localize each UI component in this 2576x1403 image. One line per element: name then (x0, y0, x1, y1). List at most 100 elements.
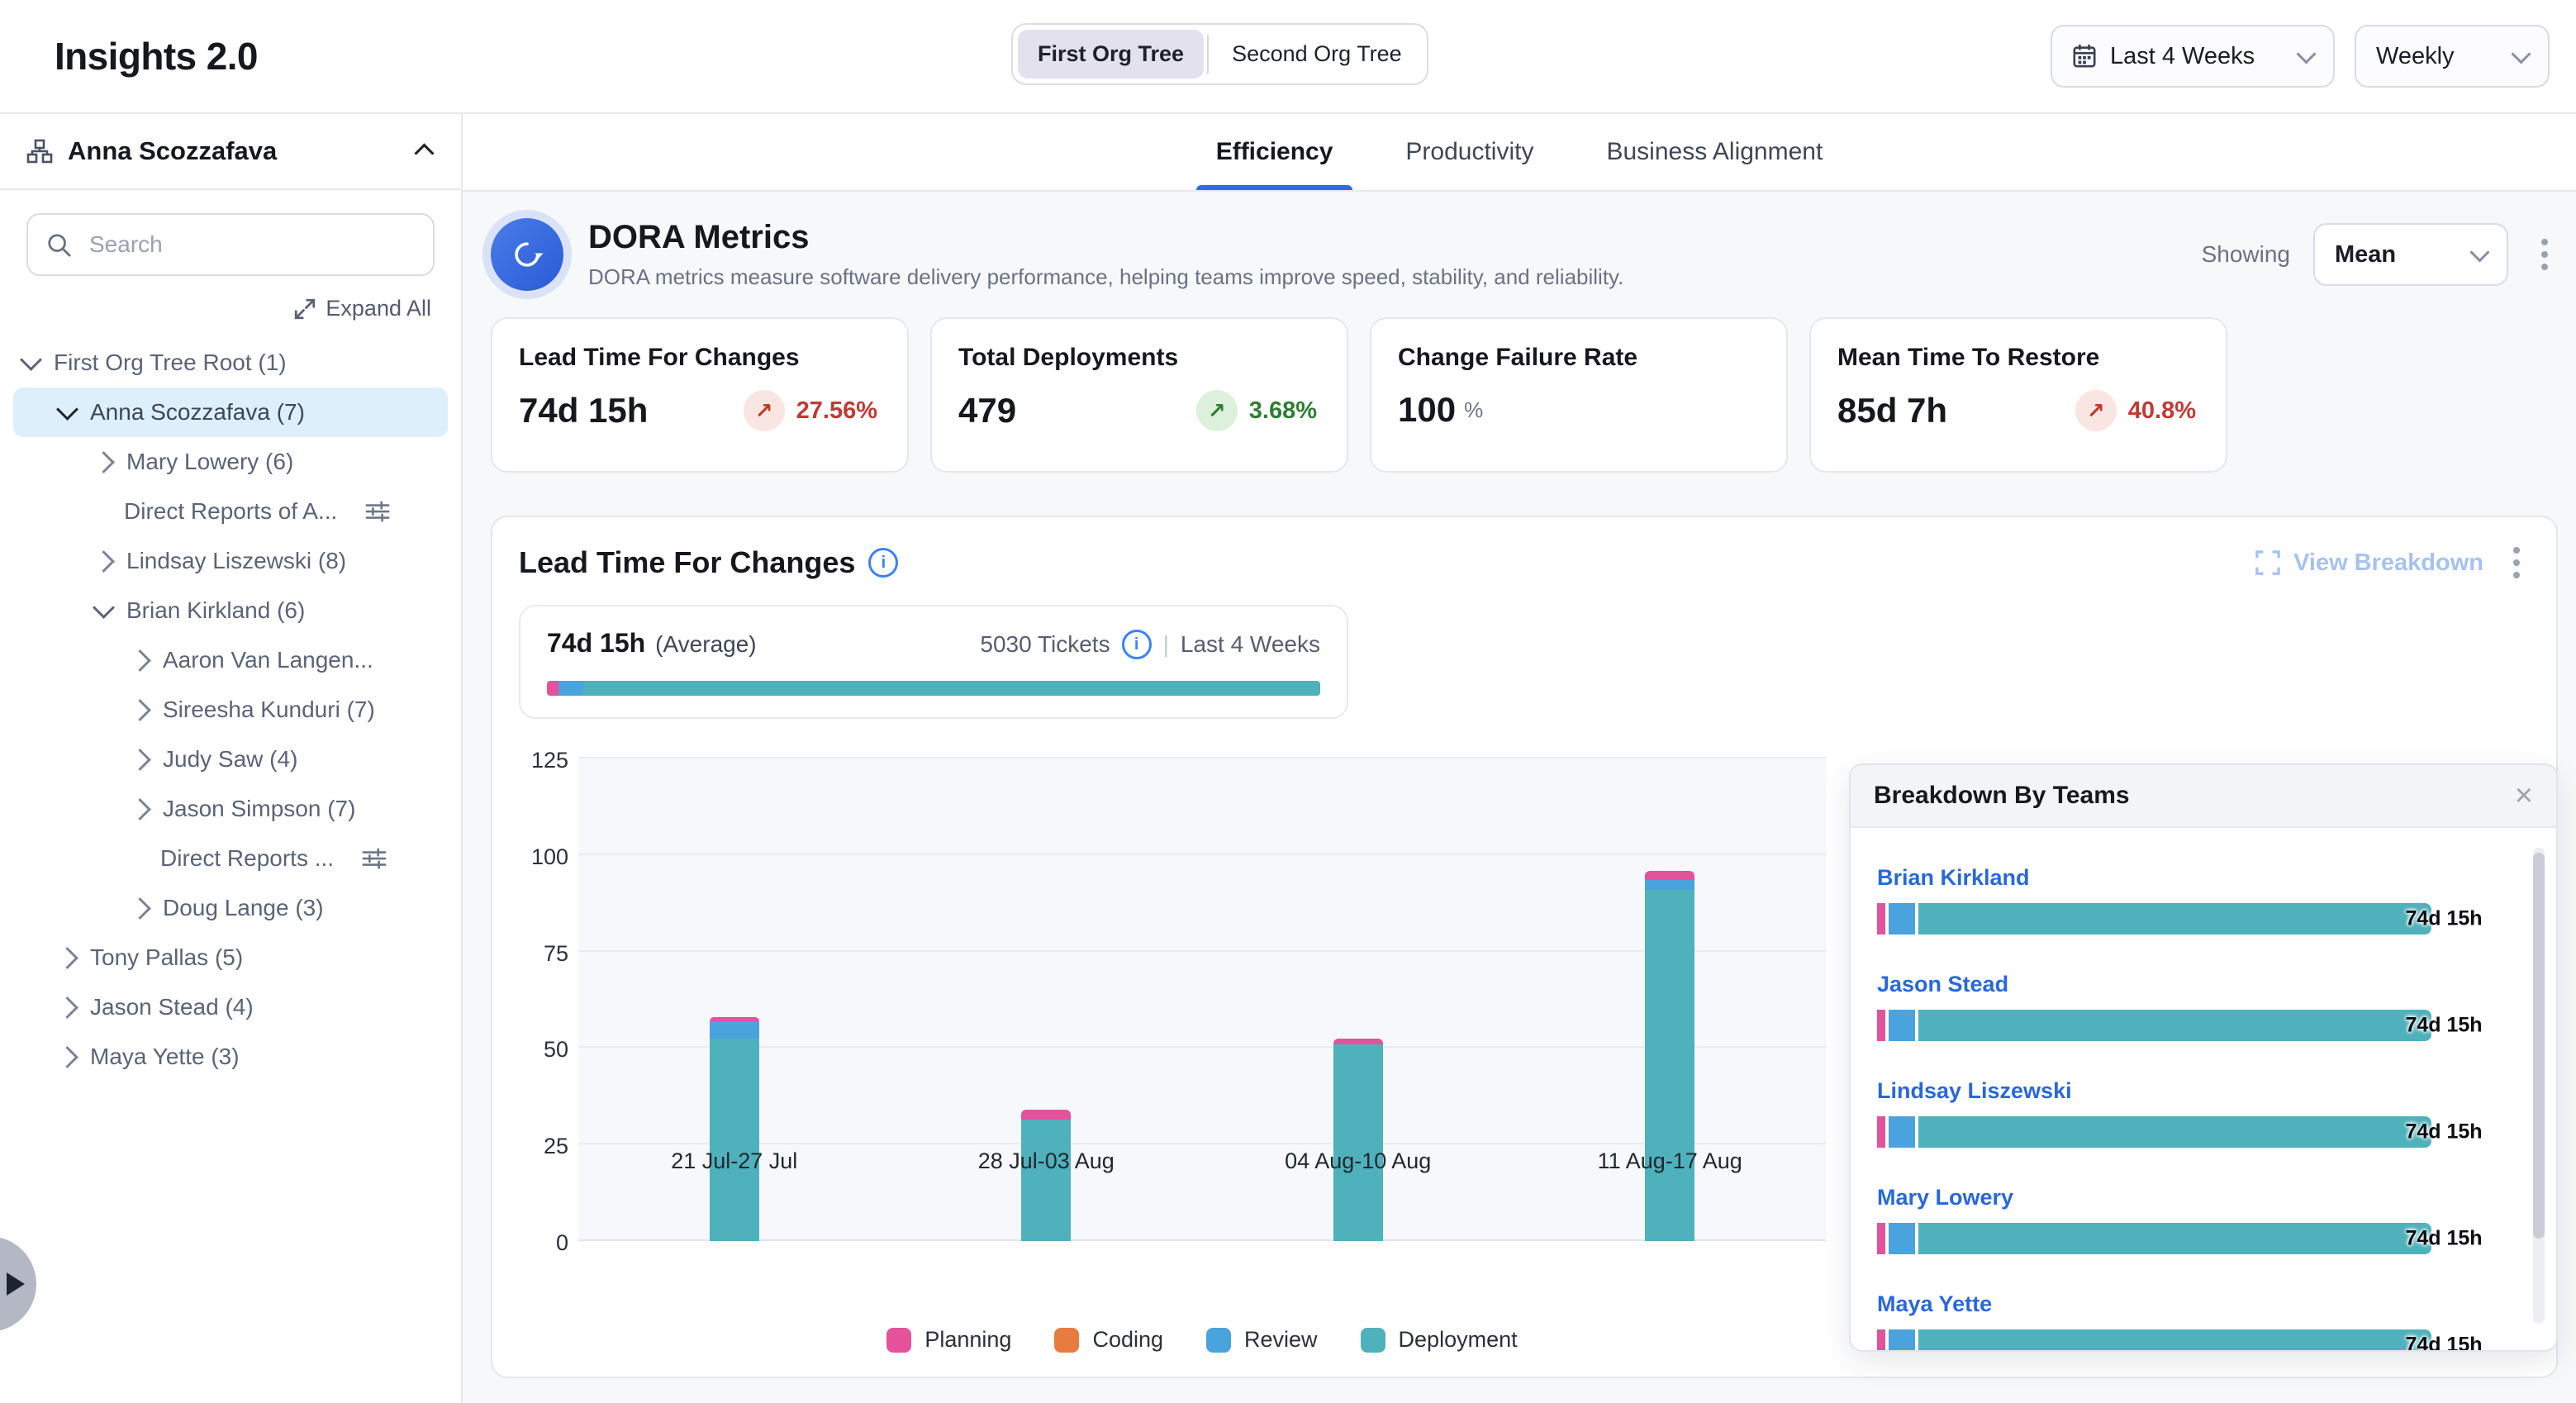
tree-chevron-icon[interactable] (129, 749, 151, 771)
tree-item[interactable]: Direct Reports of A... (13, 487, 448, 536)
review-segment (1889, 1329, 1915, 1352)
tab-bar: Efficiency Productivity Business Alignment (463, 114, 2576, 192)
breakdown-team-link[interactable]: Mary Lowery (1877, 1185, 2013, 1210)
y-axis-labels: 0255075100125 (519, 759, 568, 1241)
tree-item[interactable]: Brian Kirkland (6) (13, 586, 448, 635)
breakdown-scrollbar-thumb[interactable] (2533, 853, 2545, 1239)
tree-item-label: Maya Yette (3) (90, 1044, 240, 1070)
tab-business-alignment[interactable]: Business Alignment (1606, 114, 1823, 190)
tree-item-label: Brian Kirkland (6) (126, 597, 305, 624)
review-segment (1889, 1116, 1915, 1148)
view-breakdown-button[interactable]: View Breakdown (2255, 549, 2483, 577)
stacked-bar (1333, 1039, 1383, 1241)
legend-label: Review (1244, 1327, 1318, 1353)
stacked-bar (710, 1017, 759, 1241)
tree-item[interactable]: Maya Yette (3) (13, 1032, 448, 1082)
tree-item[interactable]: Direct Reports ... (13, 834, 448, 883)
x-tick-label: 04 Aug-10 Aug (1285, 1149, 1431, 1174)
tree-chevron-icon[interactable] (20, 349, 42, 371)
planning-segment (1877, 1223, 1885, 1254)
filter-sliders-icon[interactable] (362, 846, 387, 871)
coding-swatch-icon (1054, 1328, 1079, 1353)
chart-legend: PlanningCodingReviewDeployment (578, 1327, 1826, 1353)
breakdown-value: 74d 15h (2405, 907, 2482, 931)
tree-item[interactable]: Jason Simpson (7) (13, 784, 448, 834)
tree-chevron-icon[interactable] (129, 897, 151, 920)
info-icon[interactable]: i (1122, 630, 1152, 659)
granularity-dropdown[interactable]: Weekly (2355, 25, 2550, 88)
metric-card-title: Change Failure Rate (1398, 344, 1760, 372)
y-tick-label: 50 (544, 1037, 568, 1063)
chart-menu-button[interactable] (2503, 540, 2530, 585)
tree-item[interactable]: Doug Lange (3) (13, 883, 448, 933)
metric-delta: 3.68% (1249, 397, 1317, 425)
expand-all-label: Expand All (326, 296, 431, 321)
gridline (578, 1143, 1826, 1144)
tree-chevron-icon[interactable] (93, 451, 115, 473)
tree-item-label: Judy Saw (4) (163, 746, 297, 773)
tree-chevron-icon[interactable] (129, 798, 151, 820)
deployment-segment (1918, 1223, 2431, 1254)
breakdown-value: 74d 15h (2405, 1014, 2482, 1038)
tree-item[interactable]: Anna Scozzafava (7) (13, 388, 448, 437)
planning-segment (1645, 871, 1694, 881)
dora-cycle-icon (491, 218, 563, 291)
tree-item[interactable]: Sireesha Kunduri (7) (13, 685, 448, 735)
tab-efficiency[interactable]: Efficiency (1216, 114, 1333, 190)
breakdown-team-link[interactable]: Jason Stead (1877, 972, 2008, 997)
metric-value: 100 (1398, 390, 1456, 430)
search-input[interactable] (86, 230, 415, 259)
org-tree-toggle-option[interactable]: First Org Tree (1018, 30, 1204, 78)
dora-menu-button[interactable] (2531, 232, 2558, 277)
breakdown-team-link[interactable]: Lindsay Liszewski (1877, 1078, 2072, 1104)
tree-item[interactable]: Lindsay Liszewski (8) (13, 536, 448, 586)
info-icon[interactable]: i (868, 548, 898, 578)
breakdown-bar: 74d 15h (1877, 1223, 2431, 1254)
tree-chevron-icon[interactable] (93, 597, 115, 619)
tree-item[interactable]: Mary Lowery (6) (13, 437, 448, 487)
org-tree-toggle-option[interactable]: Second Org Tree (1212, 30, 1422, 78)
sidebar-collapse-button[interactable] (414, 133, 435, 170)
tab-productivity[interactable]: Productivity (1405, 114, 1533, 190)
close-icon[interactable]: × (2515, 780, 2533, 811)
tree-item-label: Doug Lange (3) (163, 895, 324, 921)
breakdown-team-link[interactable]: Brian Kirkland (1877, 865, 2030, 891)
sidebar-expand-handle[interactable] (0, 1236, 36, 1332)
tree-chevron-icon[interactable] (129, 699, 151, 721)
tree-chevron-icon[interactable] (129, 649, 151, 672)
breakdown-body: Brian Kirkland 74d 15h Jason Stead 74d 15h L… (1851, 828, 2556, 1352)
tree-chevron-icon[interactable] (56, 996, 78, 1019)
calendar-icon (2072, 44, 2097, 69)
filter-sliders-icon[interactable] (365, 499, 390, 524)
tree-chevron-icon[interactable] (93, 550, 115, 573)
tree-item[interactable]: Judy Saw (4) (13, 735, 448, 784)
tree-item-label: Mary Lowery (6) (126, 449, 293, 475)
tree-item-label: Jason Stead (4) (90, 994, 254, 1020)
breakdown-row: Mary Lowery 74d 15h (1877, 1181, 2507, 1254)
triangle-right-icon (7, 1272, 25, 1296)
metric-card-title: Total Deployments (958, 344, 1320, 372)
y-tick-label: 75 (544, 941, 568, 967)
review-segment (1889, 1010, 1915, 1041)
tree-item[interactable]: First Org Tree Root (1) (13, 338, 448, 388)
org-tree-toggle: First Org TreeSecond Org Tree (1011, 23, 1428, 85)
tree-chevron-icon[interactable] (56, 1046, 78, 1068)
tree-item-label: Sireesha Kunduri (7) (163, 697, 375, 723)
tree-item[interactable]: Aaron Van Langen... (13, 635, 448, 685)
date-range-dropdown[interactable]: Last 4 Weeks (2051, 25, 2335, 88)
org-sidebar: Anna Scozzafava Expand All First Org Tre… (0, 114, 463, 1403)
showing-label: Showing (2202, 241, 2290, 268)
trend-badge-group: ↗40.8% (2075, 390, 2196, 431)
average-summary-box: 74d 15h (Average) 5030 Tickets i | Last … (519, 605, 1348, 719)
showing-dropdown[interactable]: Mean (2313, 223, 2508, 286)
trend-up-arrow-icon: ↗ (744, 390, 785, 431)
tree-chevron-icon[interactable] (56, 398, 78, 421)
search-box (26, 213, 435, 276)
breakdown-team-link[interactable]: Maya Yette (1877, 1291, 1992, 1317)
expand-all-button[interactable]: Expand All (294, 296, 431, 321)
tree-item[interactable]: Tony Pallas (5) (13, 933, 448, 982)
tree-item[interactable]: Jason Stead (4) (13, 982, 448, 1032)
breakdown-bar: 74d 15h (1877, 1329, 2431, 1352)
tree-chevron-icon[interactable] (56, 947, 78, 969)
chevron-down-icon (2296, 44, 2316, 64)
